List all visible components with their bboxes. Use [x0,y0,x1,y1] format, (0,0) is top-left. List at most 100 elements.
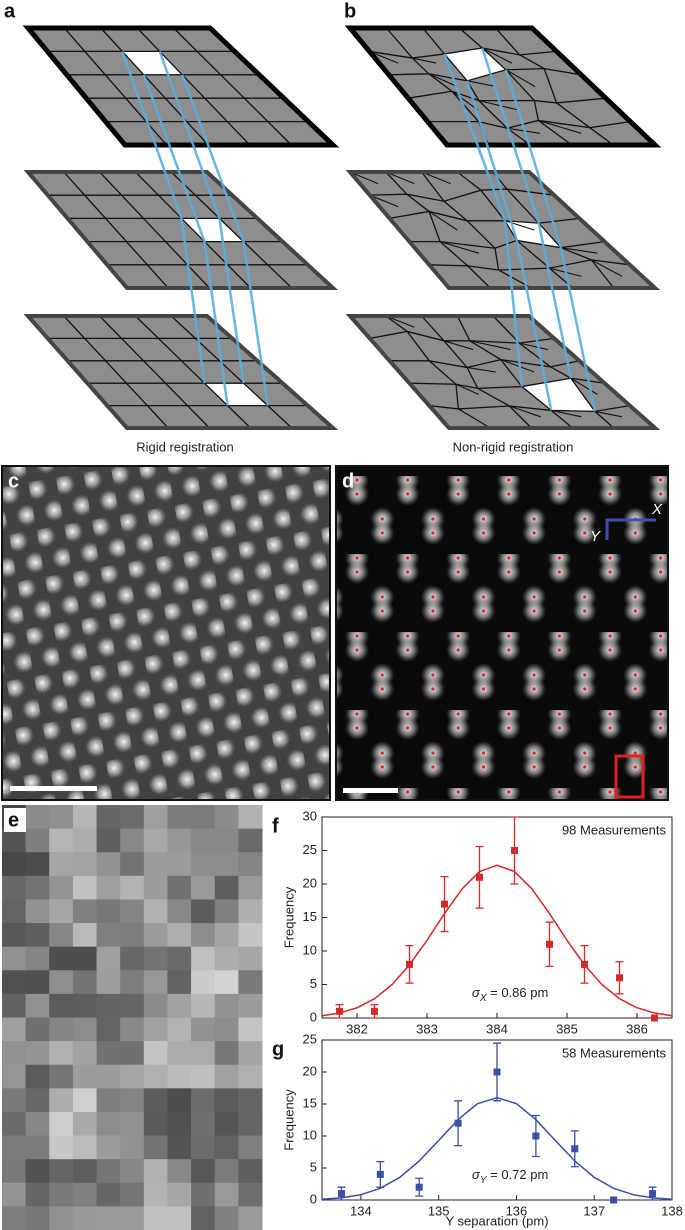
pixel [49,828,74,853]
grid-edge [429,259,630,271]
y-axis-label: Frequency [281,1089,296,1151]
pixel [2,1064,27,1089]
y-axis-label: Frequency [281,886,296,948]
pixel [72,1206,98,1230]
pixel [120,1088,145,1113]
data-point [376,1170,384,1178]
pixel [167,828,192,853]
pixel [49,1064,74,1089]
pixel [191,923,216,948]
charts: 051015202530382383384385386FrequencyX se… [281,808,682,1228]
pixel [25,993,50,1018]
pixel [120,805,145,830]
pixel [96,1182,121,1207]
grid-edge [99,171,210,289]
pixel [49,1182,74,1207]
data-point [371,1007,378,1015]
correspondence-line [181,74,269,406]
pixel [2,1041,27,1066]
pixel [143,946,168,971]
pixel [2,899,27,924]
pixel [25,828,50,853]
pixel [120,1135,145,1160]
pixel [143,1041,168,1066]
data-point [337,1190,345,1198]
pixel [49,1159,74,1184]
axis-arrows [605,518,656,540]
grid-edge [99,315,210,429]
pixel [49,946,74,971]
pixel [25,970,50,995]
data-point [406,960,413,968]
layer-plane [28,28,333,145]
pixel [96,1206,121,1230]
layer-plane [350,316,655,428]
pixel [143,1159,168,1184]
sigma-label: σX = 0.86 pm [472,985,548,1003]
x-tick-label: 383 [416,1021,438,1036]
pixel [25,1064,50,1089]
pixel [214,1206,239,1230]
data-point [454,1119,462,1127]
pixel [2,1111,27,1137]
pixel [96,923,121,948]
grid-edge [469,340,511,351]
y-tick-label: 10 [303,942,317,957]
pixel [120,1182,145,1207]
pixel [120,1111,145,1137]
pixel [191,993,216,1018]
pixel [2,1017,27,1042]
pixel [143,923,168,948]
pixel [2,828,27,853]
pixel [167,993,192,1018]
pixel [238,946,263,971]
pixel [2,1182,27,1207]
layer-border [345,314,661,430]
y-tick-label: 0 [310,1009,317,1024]
noisy-image [2,466,330,800]
pixel [49,1017,74,1042]
pixel [214,923,239,948]
grid-edge [500,359,535,373]
grid-edge [455,383,479,395]
grid-edge [467,80,497,88]
grid-edge [409,377,605,390]
layer-border [23,170,339,290]
pixel [49,993,74,1018]
pixel [96,828,121,853]
x-tick-label: 384 [486,1021,508,1036]
data-point [581,960,588,968]
pixel [96,805,121,830]
pixel [49,1041,74,1066]
correspondence-line [466,80,553,411]
pixel [167,875,192,900]
panel-label: f [272,815,279,837]
grid-edge [458,27,573,146]
grid-edge [63,171,169,289]
pixel [214,1017,239,1042]
pixel [72,805,98,830]
pixel [167,1182,192,1207]
pixel [191,899,216,924]
grid-edge [466,366,496,373]
pixel [25,1182,50,1207]
data-point [649,1190,657,1198]
correspondence-line [443,53,524,387]
correspondence-line [121,50,206,384]
grid-edge [369,194,399,208]
panel-label: g [272,1038,284,1060]
pixel [238,805,263,830]
pixel [238,923,263,948]
pixel [167,923,192,948]
data-point [610,1196,618,1204]
pixel [2,1088,27,1113]
pixel [49,1135,74,1160]
grid-edge [492,171,615,289]
grid-edge [560,247,598,254]
y-tick-label: 20 [303,1063,317,1078]
registration-diagrams [22,25,662,430]
pixel [167,1135,192,1160]
sigma-label: σY = 0.72 pm [472,1167,548,1185]
pixel [2,1159,27,1184]
